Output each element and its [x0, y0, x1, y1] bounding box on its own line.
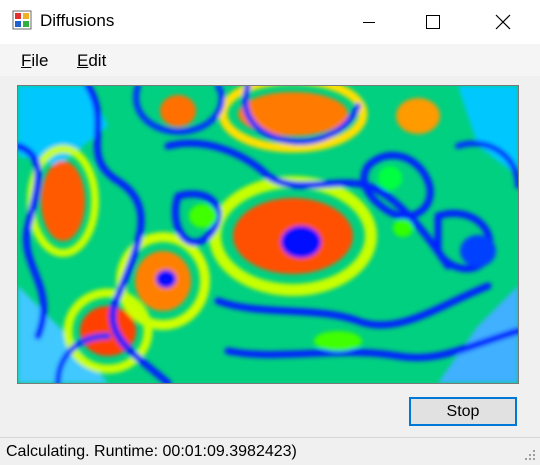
stop-button[interactable]: Stop: [409, 397, 517, 426]
close-button[interactable]: [480, 0, 526, 44]
title-bar: Diffusions: [0, 0, 540, 44]
menu-file-label: ile: [31, 51, 49, 70]
diffusion-pattern-image: [18, 86, 518, 383]
status-text: Calculating. Runtime: 00:01:09.3982423): [6, 443, 297, 460]
menu-file[interactable]: File: [21, 51, 48, 71]
resize-grip-icon[interactable]: [524, 449, 536, 461]
menu-file-accelerator: F: [21, 51, 32, 70]
window-title: Diffusions: [40, 11, 115, 30]
app-window-icon: [12, 10, 32, 30]
diffusion-canvas[interactable]: [17, 85, 519, 384]
menu-edit-accelerator: E: [77, 51, 89, 70]
minimize-button[interactable]: [346, 0, 392, 44]
status-bar: Calculating. Runtime: 00:01:09.3982423): [0, 437, 540, 465]
close-icon: [495, 14, 511, 30]
maximize-icon: [426, 15, 440, 29]
menu-edit[interactable]: Edit: [77, 51, 106, 71]
menu-bar: File Edit: [0, 44, 540, 76]
menu-edit-label: dit: [88, 51, 107, 70]
maximize-button[interactable]: [410, 0, 456, 44]
minimize-icon: [363, 22, 375, 23]
